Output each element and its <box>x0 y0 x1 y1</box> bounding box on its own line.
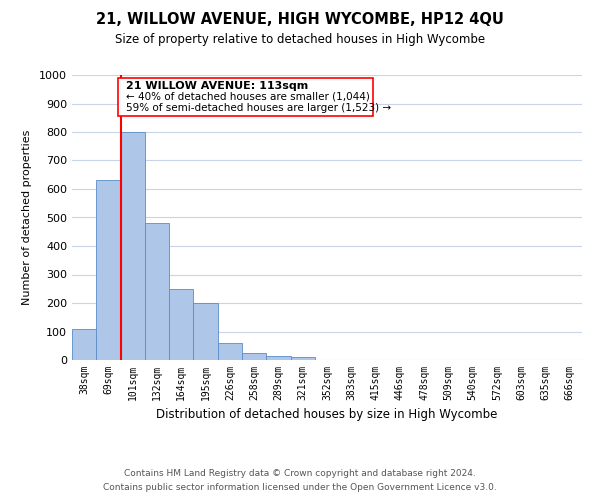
Bar <box>169 289 193 360</box>
Text: ← 40% of detached houses are smaller (1,044): ← 40% of detached houses are smaller (1,… <box>125 92 370 102</box>
Text: 21, WILLOW AVENUE, HIGH WYCOMBE, HP12 4QU: 21, WILLOW AVENUE, HIGH WYCOMBE, HP12 4Q… <box>96 12 504 28</box>
Text: 59% of semi-detached houses are larger (1,523) →: 59% of semi-detached houses are larger (… <box>125 102 391 113</box>
Text: Contains public sector information licensed under the Open Government Licence v3: Contains public sector information licen… <box>103 484 497 492</box>
Bar <box>242 353 266 360</box>
Bar <box>218 343 242 360</box>
FancyBboxPatch shape <box>118 78 373 116</box>
Text: 21 WILLOW AVENUE: 113sqm: 21 WILLOW AVENUE: 113sqm <box>125 80 308 90</box>
Text: Size of property relative to detached houses in High Wycombe: Size of property relative to detached ho… <box>115 32 485 46</box>
Bar <box>121 132 145 360</box>
Bar <box>266 356 290 360</box>
Bar <box>72 328 96 360</box>
X-axis label: Distribution of detached houses by size in High Wycombe: Distribution of detached houses by size … <box>157 408 497 422</box>
Y-axis label: Number of detached properties: Number of detached properties <box>22 130 32 305</box>
Bar <box>96 180 121 360</box>
Bar <box>193 303 218 360</box>
Bar <box>290 357 315 360</box>
Bar <box>145 223 169 360</box>
Text: Contains HM Land Registry data © Crown copyright and database right 2024.: Contains HM Land Registry data © Crown c… <box>124 468 476 477</box>
